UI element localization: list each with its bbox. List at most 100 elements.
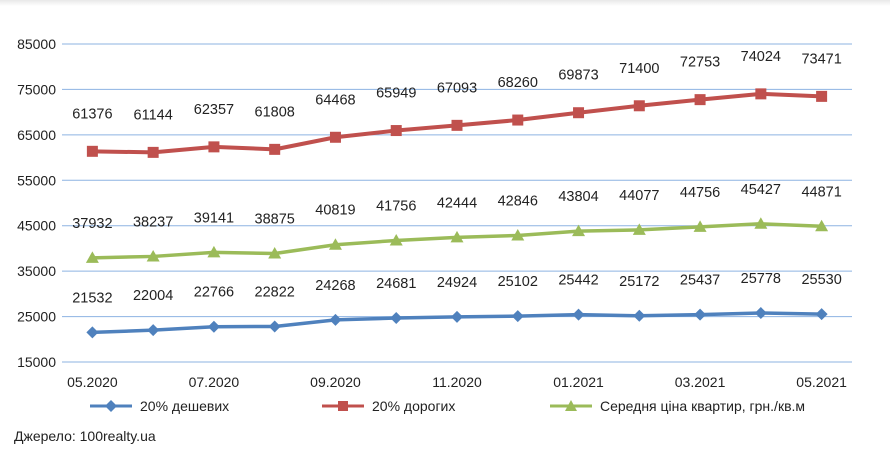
point-marker	[633, 309, 646, 322]
x-tick-label: 05.2020	[67, 374, 118, 390]
point-marker	[572, 224, 586, 237]
data-label: 44077	[619, 188, 659, 204]
data-label: 25778	[741, 271, 781, 287]
point-marker	[85, 251, 99, 263]
data-label: 65949	[376, 86, 416, 102]
data-label: 61808	[255, 104, 295, 120]
point-marker	[328, 238, 342, 250]
point-marker	[208, 141, 220, 153]
data-label: 62357	[194, 102, 234, 118]
top-frame	[0, 0, 890, 6]
x-tick-label: 01.2021	[553, 374, 604, 390]
point-marker	[207, 245, 221, 258]
data-label: 24924	[437, 275, 477, 291]
legend-item-average: Середня ціна квартир, грн./кв.м	[548, 398, 805, 414]
data-label: 25437	[680, 273, 720, 289]
point-marker	[451, 310, 463, 323]
point-marker	[146, 249, 160, 262]
legend-item-expensive: 20% дорогих	[320, 398, 548, 414]
point-marker	[512, 114, 524, 126]
point-marker	[573, 107, 585, 119]
point-marker	[754, 217, 768, 229]
point-marker	[450, 230, 464, 243]
data-label: 22766	[194, 285, 234, 301]
x-tick-label: 11.2020	[432, 374, 482, 390]
point-marker	[632, 223, 646, 235]
data-label: 21532	[72, 290, 112, 306]
y-tick-label: 65000	[17, 127, 56, 143]
legend: 20% дешевих 20% дорогих Середня ціна ква…	[88, 398, 868, 414]
data-label: 38237	[133, 214, 173, 230]
point-marker	[815, 308, 828, 321]
data-label: 61376	[72, 106, 112, 122]
data-label: 39141	[194, 210, 234, 226]
point-marker	[86, 145, 98, 157]
x-tick-label: 05.2021	[796, 374, 847, 390]
data-label: 61144	[134, 107, 173, 123]
point-marker	[147, 324, 160, 337]
y-tick-label: 75000	[17, 81, 56, 97]
point-marker	[390, 312, 403, 325]
point-marker	[268, 247, 282, 259]
legend-marker-cheap	[90, 400, 132, 412]
point-marker	[816, 90, 828, 102]
point-marker	[693, 220, 707, 232]
point-marker	[390, 125, 402, 137]
data-label: 25102	[498, 274, 538, 290]
data-label: 25442	[558, 273, 598, 289]
point-marker	[207, 320, 220, 333]
point-marker	[694, 94, 706, 106]
legend-item-cheap: 20% дешевих	[88, 398, 320, 414]
point-marker	[755, 88, 767, 100]
data-label: 44871	[801, 184, 841, 200]
x-tick-label: 03.2021	[675, 374, 726, 390]
data-label: 44756	[680, 185, 720, 201]
data-label: 22004	[133, 288, 173, 304]
point-marker	[815, 219, 829, 232]
point-marker	[754, 307, 767, 320]
point-marker	[269, 143, 281, 155]
point-marker	[633, 100, 645, 112]
y-tick-label: 55000	[17, 172, 56, 188]
data-label: 24681	[376, 276, 416, 292]
data-label: 68260	[498, 75, 538, 91]
point-marker	[511, 228, 525, 241]
legend-marker-average	[550, 400, 592, 411]
data-label: 74024	[741, 49, 781, 65]
data-label: 42444	[437, 195, 477, 211]
data-label: 71400	[619, 61, 659, 77]
data-label: 41756	[376, 198, 416, 214]
data-label: 67093	[437, 80, 477, 96]
y-tick-label: 25000	[17, 309, 56, 325]
data-label: 45427	[741, 182, 781, 198]
data-label: 25530	[801, 272, 841, 288]
point-marker	[694, 308, 707, 321]
data-label: 64468	[315, 92, 355, 108]
legend-label-expensive: 20% дорогих	[372, 398, 456, 414]
y-tick-label: 15000	[17, 354, 56, 370]
data-label: 42846	[498, 193, 538, 209]
source-note: Джерело: 100realty.ua	[14, 428, 156, 444]
x-tick-label: 09.2020	[310, 374, 361, 390]
y-tick-label: 45000	[17, 218, 56, 234]
data-label: 40819	[315, 203, 355, 219]
y-tick-label: 85000	[17, 36, 56, 52]
point-marker	[147, 146, 159, 158]
point-marker	[511, 310, 524, 323]
point-marker	[389, 233, 403, 246]
data-label: 73471	[801, 51, 841, 67]
line-chart: 15000 25000 35000 45000 55000 65000 75000 85000…	[17, 36, 852, 390]
point-marker	[572, 308, 585, 321]
point-marker	[451, 119, 463, 131]
legend-label-average: Середня ціна квартир, грн./кв.м	[600, 398, 806, 414]
data-label: 24268	[315, 278, 355, 294]
point-marker	[329, 131, 341, 143]
data-label: 43804	[558, 189, 598, 205]
data-label: 72753	[680, 55, 720, 71]
data-label: 38875	[255, 212, 295, 228]
data-label: 22822	[255, 284, 295, 300]
data-label: 37932	[72, 216, 112, 232]
data-label: 69873	[558, 68, 598, 84]
point-marker	[268, 320, 281, 333]
